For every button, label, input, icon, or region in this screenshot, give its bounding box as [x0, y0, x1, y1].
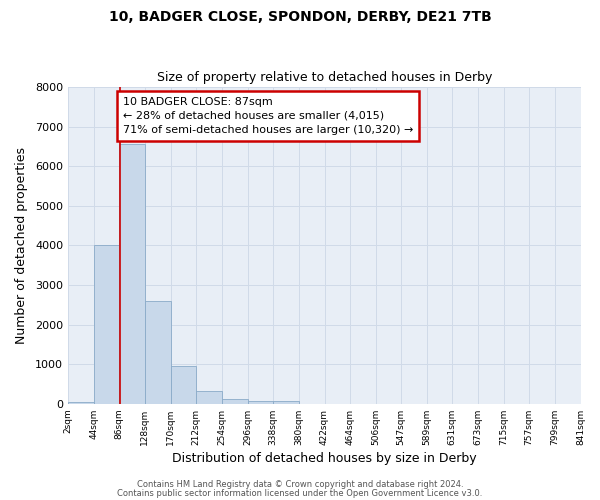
Bar	[196, 391, 222, 404]
Y-axis label: Number of detached properties: Number of detached properties	[15, 147, 28, 344]
Text: Contains public sector information licensed under the Open Government Licence v3: Contains public sector information licen…	[118, 488, 482, 498]
Bar	[248, 400, 273, 404]
Bar	[94, 246, 119, 404]
Text: 10 BADGER CLOSE: 87sqm
← 28% of detached houses are smaller (4,015)
71% of semi-: 10 BADGER CLOSE: 87sqm ← 28% of detached…	[123, 97, 413, 135]
Bar	[68, 402, 94, 404]
Bar	[170, 366, 196, 404]
Bar	[273, 401, 299, 404]
X-axis label: Distribution of detached houses by size in Derby: Distribution of detached houses by size …	[172, 452, 476, 465]
Bar	[222, 398, 248, 404]
Title: Size of property relative to detached houses in Derby: Size of property relative to detached ho…	[157, 72, 492, 85]
Text: 10, BADGER CLOSE, SPONDON, DERBY, DE21 7TB: 10, BADGER CLOSE, SPONDON, DERBY, DE21 7…	[109, 10, 491, 24]
Bar	[145, 301, 170, 404]
Text: Contains HM Land Registry data © Crown copyright and database right 2024.: Contains HM Land Registry data © Crown c…	[137, 480, 463, 489]
Bar	[119, 144, 145, 404]
